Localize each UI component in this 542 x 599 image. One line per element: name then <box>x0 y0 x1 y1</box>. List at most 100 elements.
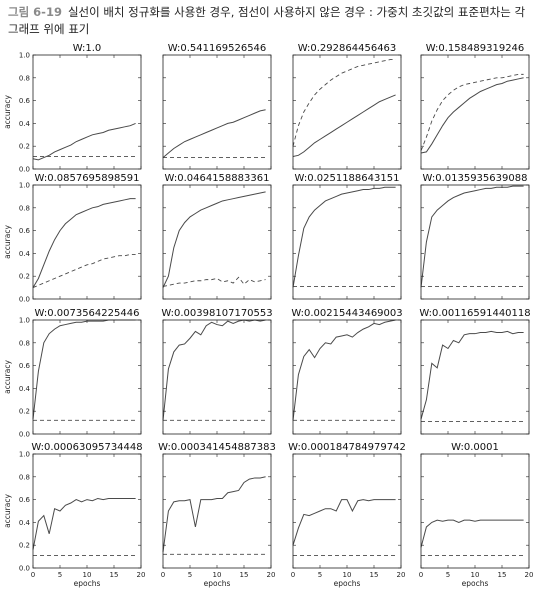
y-tick-label: 0.2 <box>19 542 30 550</box>
x-axis-label: epochs <box>204 579 231 588</box>
panel-title: W:0.0073564225446 <box>35 308 140 319</box>
x-axis-label: epochs <box>74 579 101 588</box>
y-tick-label: 0.0 <box>19 565 30 573</box>
y-tick-label: 0.6 <box>19 496 31 504</box>
panel-title: W:0.000341454887383 <box>158 442 276 453</box>
panel-frame <box>162 319 272 435</box>
panel-title: W:0.541169526546 <box>168 43 267 54</box>
series-line-with-bn <box>162 319 266 421</box>
x-axis-label: epochs <box>462 579 489 588</box>
panel-frame <box>32 54 142 170</box>
panel-title: W:0.158489319246 <box>426 43 525 54</box>
y-tick-label: 0.4 <box>19 519 31 527</box>
y-tick-label: 0.8 <box>19 74 30 82</box>
series-line-with-bn <box>420 330 524 420</box>
y-tick-label: 0.4 <box>19 250 31 258</box>
panel-frame <box>292 453 402 569</box>
series-line-with-bn <box>292 319 396 421</box>
y-tick-label: 0.6 <box>19 97 31 105</box>
y-axis-label: accuracy <box>3 225 12 259</box>
x-tick-label: 15 <box>240 571 249 579</box>
panel-title: W:0.0464158883361 <box>165 173 270 184</box>
panel-frame <box>162 54 272 170</box>
panel-title: W:0.0251188643151 <box>295 173 400 184</box>
figure-label: 그림 6-19 <box>8 5 62 19</box>
x-tick-label: 10 <box>343 571 352 579</box>
x-tick-label: 5 <box>318 571 322 579</box>
x-tick-label: 0 <box>291 571 295 579</box>
x-tick-label: 15 <box>498 571 507 579</box>
series-line-with-bn <box>32 198 136 288</box>
y-tick-label: 0.2 <box>19 408 30 416</box>
series-line-with-bn <box>32 497 136 550</box>
y-tick-label: 1.0 <box>19 451 30 459</box>
y-tick-label: 1.0 <box>19 52 30 60</box>
x-tick-label: 5 <box>446 571 450 579</box>
caption-text: 실선이 배치 정규화를 사용한 경우, 점선이 사용하지 않은 경우 : 가중치… <box>8 5 526 36</box>
series-line-with-bn <box>420 519 524 548</box>
panel-title: W:0.00215443469003 <box>291 308 402 319</box>
x-tick-label: 10 <box>471 571 480 579</box>
y-tick-label: 0.2 <box>19 273 30 281</box>
panel-title: W:0.0001 <box>451 442 499 453</box>
panel-frame <box>292 184 402 300</box>
y-tick-label: 0.0 <box>19 296 30 304</box>
series-line-with-bn <box>292 186 396 288</box>
y-axis-label: accuracy <box>3 494 12 528</box>
series-line-without-bn <box>162 276 266 287</box>
x-tick-label: 0 <box>419 571 423 579</box>
panel-title: W:0.0135935639088 <box>423 173 528 184</box>
series-line-with-bn <box>292 94 396 157</box>
series-line-with-bn <box>420 77 524 154</box>
series-line-with-bn <box>420 185 524 288</box>
series-line-with-bn <box>162 476 266 553</box>
x-tick-label: 5 <box>188 571 192 579</box>
series-line-without-bn <box>420 73 524 151</box>
x-tick-label: 20 <box>397 571 406 579</box>
series-line-without-bn <box>32 254 136 289</box>
panel-frame <box>32 319 142 435</box>
panel-title: W:0.00116591440118 <box>419 308 530 319</box>
series-line-with-bn <box>292 499 396 546</box>
y-tick-label: 1.0 <box>19 317 30 325</box>
panel-frame <box>420 54 530 170</box>
x-tick-label: 20 <box>525 571 534 579</box>
x-tick-label: 20 <box>137 571 146 579</box>
figure-caption: 그림 6-19 실선이 배치 정규화를 사용한 경우, 점선이 사용하지 않은 경… <box>8 4 536 38</box>
y-tick-label: 0.8 <box>19 339 30 347</box>
panel-title: W:0.00063095734448 <box>31 442 142 453</box>
y-tick-label: 1.0 <box>19 182 30 190</box>
y-tick-label: 0.6 <box>19 227 31 235</box>
x-tick-label: 5 <box>58 571 62 579</box>
y-axis-label: accuracy <box>3 95 12 129</box>
y-tick-label: 0.8 <box>19 204 30 212</box>
y-tick-label: 0.4 <box>19 385 31 393</box>
series-line-with-bn <box>162 109 266 158</box>
panel-frame <box>162 184 272 300</box>
series-line-with-bn <box>32 122 136 161</box>
series-line-without-bn <box>292 59 396 147</box>
panel-frame <box>292 319 402 435</box>
panel-title: W:0.00398107170553 <box>161 308 272 319</box>
x-tick-label: 10 <box>83 571 92 579</box>
x-tick-label: 15 <box>370 571 379 579</box>
panel-frame <box>32 184 142 300</box>
x-tick-label: 10 <box>213 571 222 579</box>
panel-frame <box>162 453 272 569</box>
x-tick-label: 15 <box>110 571 119 579</box>
x-tick-label: 0 <box>31 571 35 579</box>
x-tick-label: 20 <box>267 571 276 579</box>
panel-title: W:0.000184784979742 <box>288 442 406 453</box>
y-tick-label: 0.0 <box>19 431 30 439</box>
x-axis-label: epochs <box>334 579 361 588</box>
panel-title: W:1.0 <box>73 43 102 54</box>
y-tick-label: 0.4 <box>19 120 31 128</box>
panel-title: W:0.292864456463 <box>298 43 397 54</box>
panel-frame <box>32 453 142 569</box>
panel-frame <box>420 319 530 435</box>
panel-title: W:0.0857695898591 <box>35 173 140 184</box>
y-tick-label: 0.8 <box>19 473 30 481</box>
y-axis-label: accuracy <box>3 360 12 394</box>
series-line-with-bn <box>32 319 136 420</box>
